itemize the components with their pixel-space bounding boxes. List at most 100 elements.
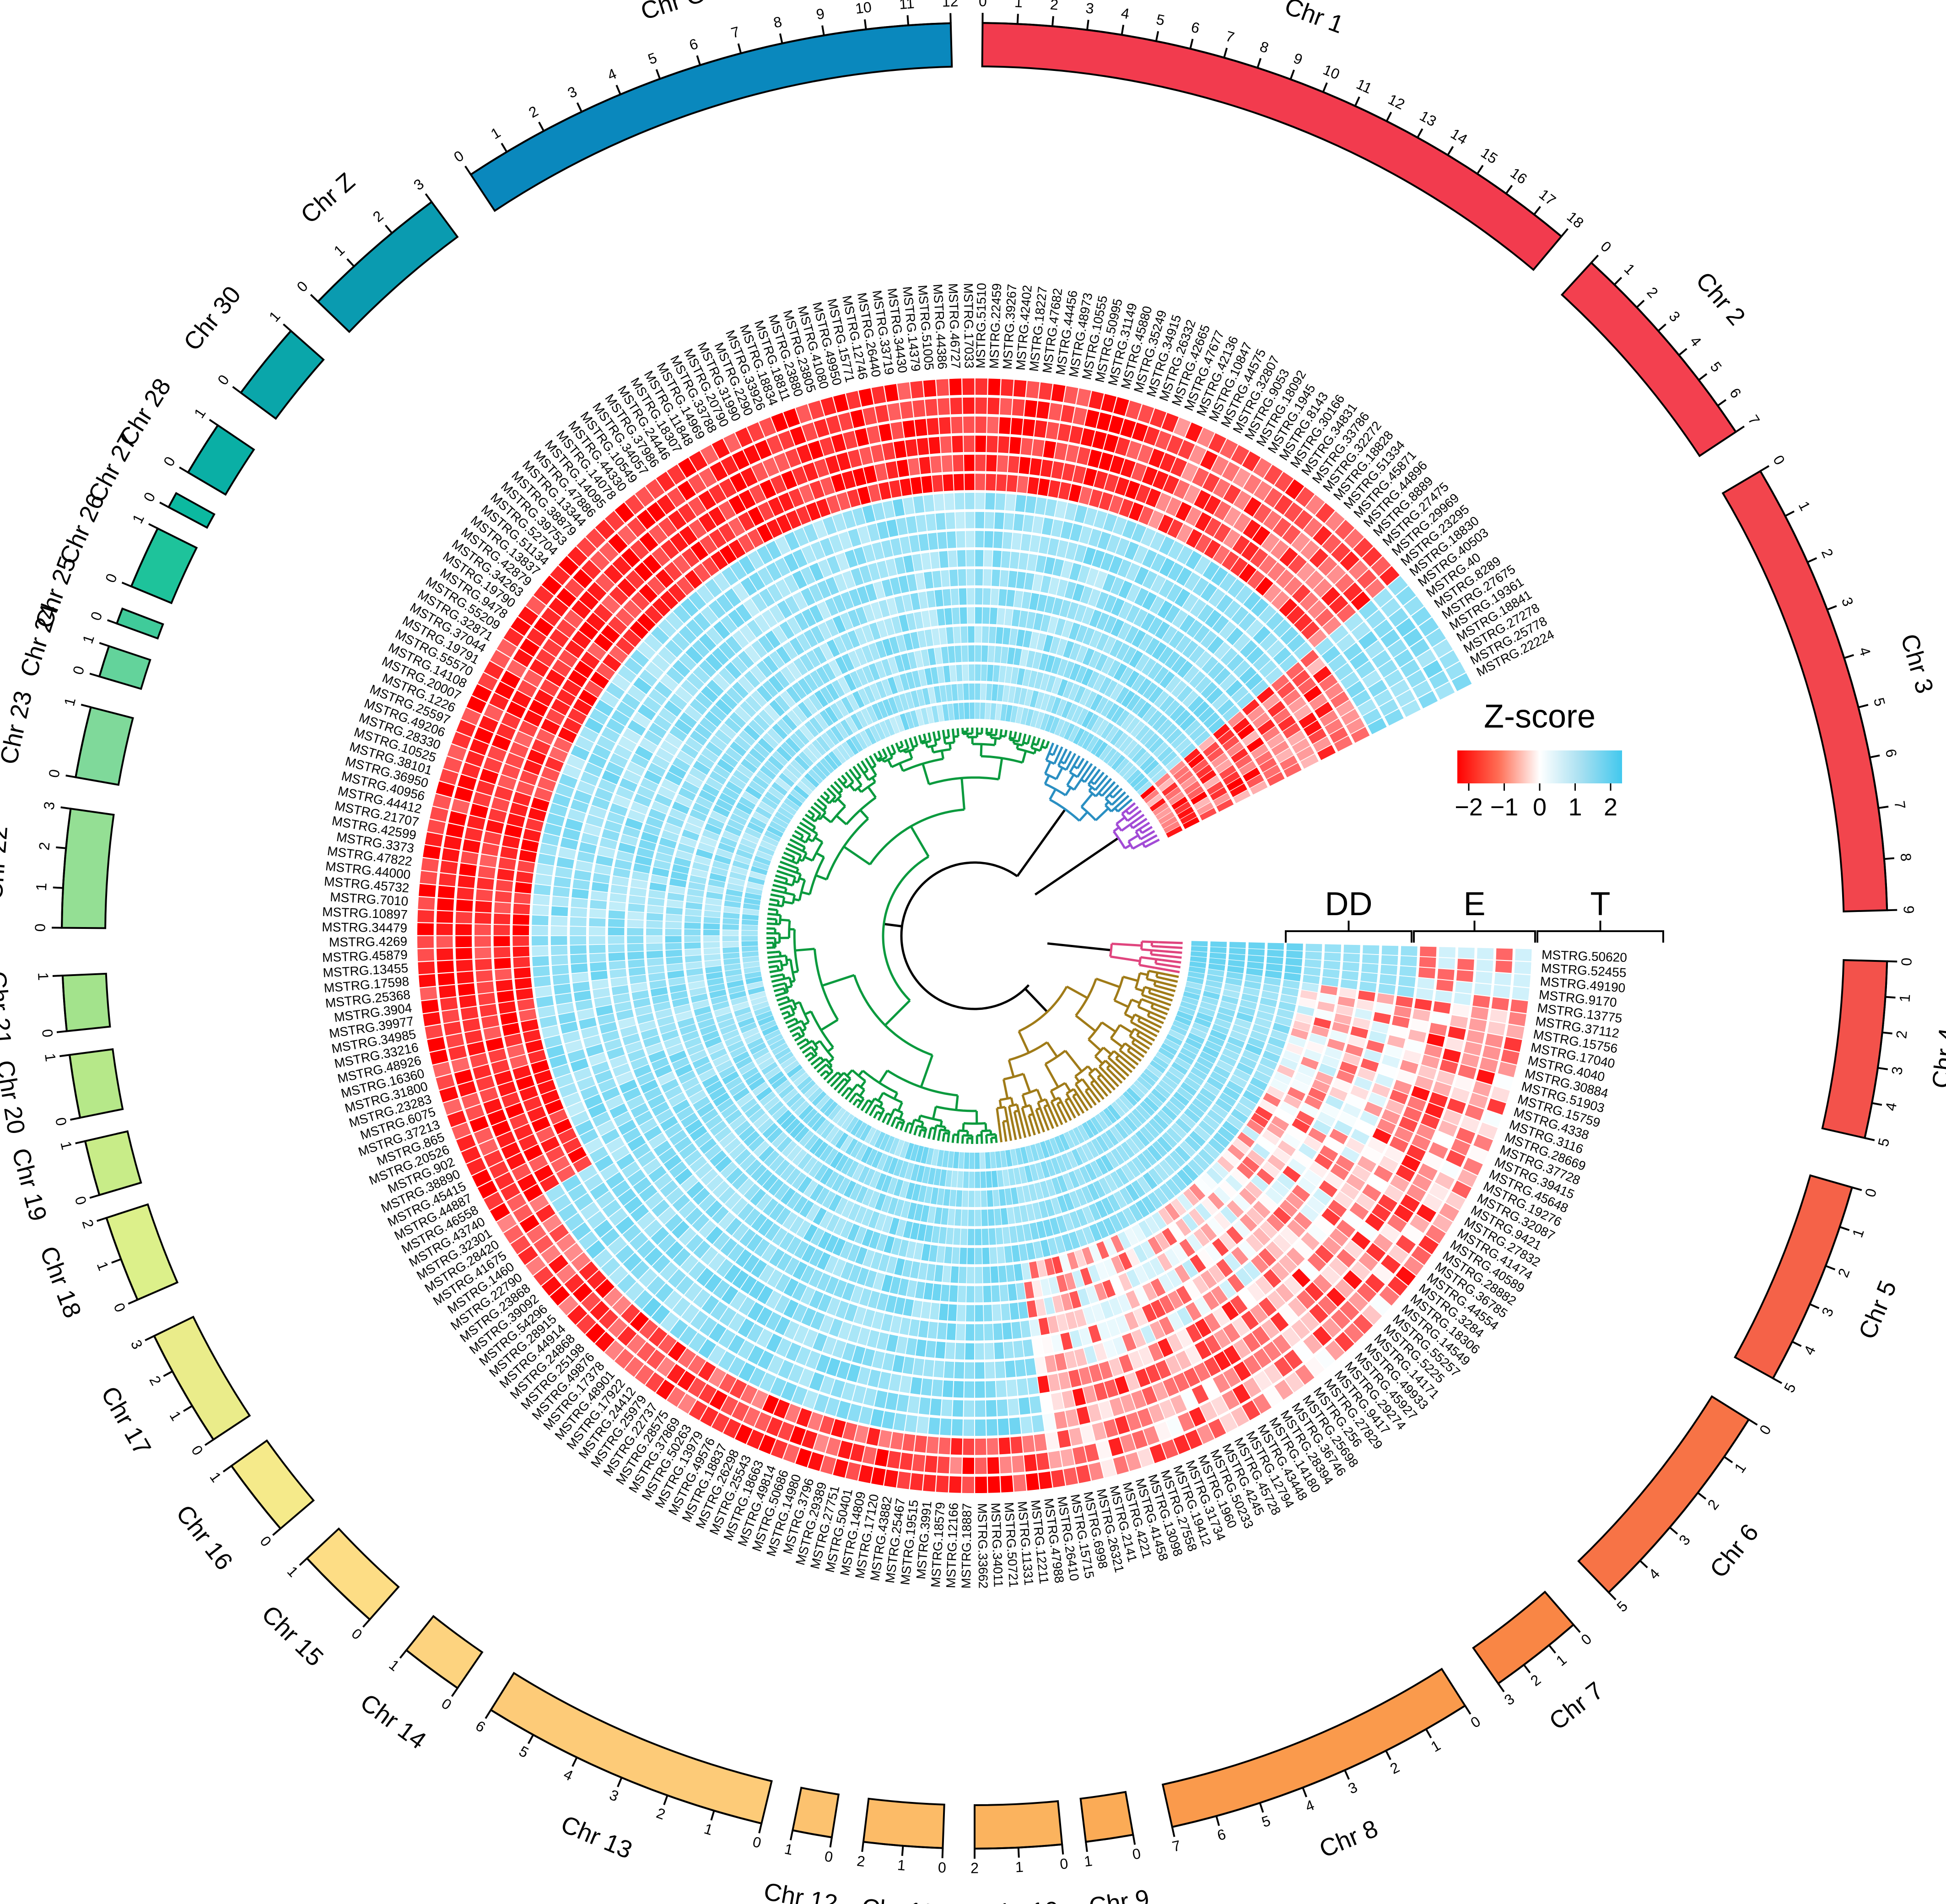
heatmap-cell	[1233, 633, 1251, 652]
heatmap-column	[795, 404, 910, 731]
heatmap-cell	[867, 1330, 880, 1348]
heatmap-cell	[1399, 966, 1417, 977]
heatmap-cell	[1096, 1440, 1111, 1459]
heatmap-cell	[956, 531, 965, 548]
heatmap-cell	[771, 1132, 788, 1148]
heatmap-cell	[469, 1116, 489, 1133]
heatmap-column	[432, 986, 765, 1078]
heatmap-cell	[523, 760, 542, 775]
heatmap-cell	[1181, 462, 1198, 482]
heatmap-cell	[718, 523, 736, 543]
heatmap-cell	[590, 551, 610, 571]
heatmap-cell	[738, 676, 755, 693]
chromosome-tick	[1608, 1591, 1617, 1601]
chromosome-tick-label: 3	[1818, 1305, 1837, 1319]
heatmap-cell	[776, 646, 792, 664]
heatmap-cell	[678, 1393, 696, 1414]
heatmap-cell	[664, 1123, 683, 1138]
heatmap-cell	[1340, 1182, 1359, 1200]
heatmap-cell	[1065, 444, 1079, 463]
heatmap-cell	[1239, 563, 1256, 583]
heatmap-cell	[1216, 594, 1234, 613]
heatmap-cell	[566, 1101, 585, 1117]
heatmap-cell	[704, 1274, 722, 1293]
heatmap-cell	[574, 1193, 593, 1211]
heatmap-cell	[1064, 581, 1077, 599]
heatmap-cell	[521, 839, 539, 852]
heatmap-cell	[940, 436, 952, 453]
heatmap-cell	[868, 1211, 880, 1229]
heatmap-cell	[1255, 577, 1273, 596]
heatmap-cell	[985, 1362, 995, 1379]
heatmap-cell	[1317, 1001, 1335, 1012]
heatmap-cell	[1242, 987, 1260, 997]
heatmap-cell	[690, 541, 709, 561]
heatmap-cell	[837, 677, 851, 694]
heatmap-cell	[1165, 675, 1181, 693]
heatmap-cell	[1161, 413, 1179, 432]
heatmap-cell	[1261, 990, 1279, 1000]
heatmap-cell	[816, 498, 831, 518]
heatmap-cell	[1207, 747, 1224, 762]
heatmap-cell	[868, 1191, 880, 1208]
chromosome-band	[1161, 1667, 1466, 1828]
heatmap-cell	[987, 1209, 995, 1226]
heatmap-cell	[631, 649, 649, 667]
heatmap-cell	[715, 1156, 732, 1173]
heatmap-cell	[968, 645, 975, 662]
chromosome-tick-label: 0	[1131, 1845, 1142, 1863]
heatmap-cell	[1083, 468, 1097, 486]
heatmap-cell	[1255, 1106, 1273, 1121]
heatmap-cell	[799, 654, 814, 672]
heatmap-cell	[538, 853, 555, 866]
chromosome-tick-label: 0	[1862, 1187, 1880, 1199]
heatmap-cell	[686, 968, 703, 976]
heatmap-cell	[882, 699, 894, 716]
heatmap-cell	[1058, 1371, 1071, 1390]
heatmap-cell	[836, 492, 851, 511]
heatmap-cell	[830, 474, 846, 492]
heatmap-cell	[930, 551, 940, 569]
heatmap-cell	[1315, 1071, 1334, 1085]
heatmap-cell	[1206, 1167, 1223, 1184]
heatmap-cell	[1069, 1330, 1083, 1348]
heatmap-cell	[629, 887, 647, 897]
heatmap-cell	[591, 796, 610, 810]
heatmap-cell	[1233, 1339, 1251, 1359]
heatmap-cell	[831, 1419, 846, 1438]
heatmap-cell	[1263, 1386, 1283, 1407]
heatmap-cell	[1319, 1180, 1338, 1197]
chromosome-tick-label: 0	[1770, 452, 1788, 468]
heatmap-cell	[987, 398, 1000, 415]
heatmap-cell	[706, 777, 723, 791]
heatmap-cell	[1242, 1126, 1260, 1141]
heatmap-cell	[914, 1203, 923, 1221]
heatmap-cell	[1271, 1116, 1289, 1131]
heatmap-cell	[552, 886, 570, 897]
heatmap-cell	[741, 930, 758, 936]
heatmap-cell	[684, 936, 701, 943]
heatmap-cell	[945, 685, 953, 701]
heatmap-cell	[871, 703, 883, 721]
chromosome-axis	[240, 330, 292, 394]
heatmap-column	[995, 381, 1040, 721]
heatmap-cell	[590, 962, 607, 971]
heatmap-cell	[934, 1265, 943, 1282]
heatmap-cell	[1318, 556, 1337, 576]
heatmap-cell	[723, 958, 740, 965]
heatmap-cell	[732, 1223, 749, 1241]
heatmap-cell	[571, 972, 589, 983]
heatmap-cell	[1189, 445, 1207, 465]
heatmap-cell	[1182, 1164, 1199, 1181]
heatmap-cell	[1089, 1364, 1103, 1382]
heatmap-cell	[810, 1311, 825, 1330]
heatmap-cell	[483, 1026, 501, 1040]
heatmap-cell	[1278, 1001, 1296, 1012]
heatmap-cell	[1015, 1148, 1024, 1165]
heatmap-cell	[644, 1087, 662, 1101]
heatmap-cell	[759, 1264, 775, 1283]
heatmap-cell	[1135, 1368, 1151, 1387]
heatmap-cell	[684, 929, 701, 936]
heatmap-cell	[1113, 1456, 1129, 1475]
heatmap-cell	[1159, 1316, 1175, 1336]
